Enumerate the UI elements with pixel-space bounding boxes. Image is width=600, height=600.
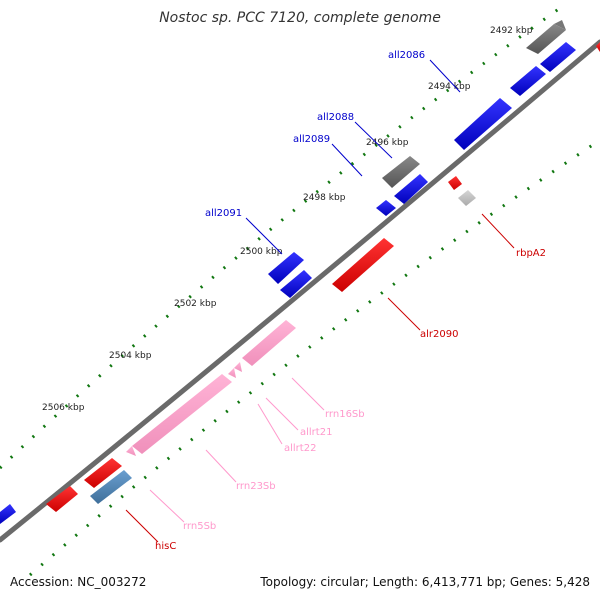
label-rrn16Sb[interactable]: rrn16Sb bbox=[325, 409, 365, 420]
callout-line-rrn16Sb bbox=[291, 377, 325, 411]
ruler-label-2498: 2498 kbp bbox=[303, 193, 346, 203]
label-allrt21[interactable]: allrt21 bbox=[300, 427, 332, 438]
callout-line-rrn5Sb bbox=[149, 489, 185, 523]
callout-line-allrt21 bbox=[265, 397, 299, 431]
feature-hisC[interactable] bbox=[46, 458, 122, 512]
ruler-label-2500: 2500 kbp bbox=[240, 247, 283, 257]
genome-summary-text: Topology: circular; Length: 6,413,771 bp… bbox=[259, 575, 590, 589]
label-all2088[interactable]: all2088 bbox=[317, 112, 354, 123]
feature-all2089[interactable] bbox=[376, 174, 428, 216]
label-allrt22[interactable]: allrt22 bbox=[284, 443, 316, 454]
feature-allrt22[interactable] bbox=[228, 368, 236, 378]
genome-backbone bbox=[0, 39, 600, 543]
tick-arc-inner bbox=[29, 138, 600, 577]
ruler-label-2502: 2502 kbp bbox=[174, 299, 217, 309]
feature-blue-left[interactable] bbox=[0, 504, 16, 524]
callout-line-all2088 bbox=[354, 121, 393, 159]
feature-rrn16Sb[interactable] bbox=[242, 320, 296, 366]
ruler-label-2496: 2496 kbp bbox=[366, 138, 409, 148]
callout-line-alr2090 bbox=[387, 297, 421, 331]
feature-rrn5Sb[interactable] bbox=[90, 470, 132, 504]
label-rrn23Sb[interactable]: rrn23Sb bbox=[236, 481, 276, 492]
label-rrn5Sb[interactable]: rrn5Sb bbox=[183, 521, 216, 532]
ruler-label-2492: 2492 kbp bbox=[490, 26, 533, 36]
feature-all2088[interactable] bbox=[382, 156, 420, 188]
map-title: Nostoc sp. PCC 7120, complete genome bbox=[159, 10, 441, 26]
label-all2089[interactable]: all2089 bbox=[293, 134, 330, 145]
ruler-label-2506: 2506 kbp bbox=[42, 403, 85, 413]
callout-line-allrt22 bbox=[257, 403, 283, 445]
feature-rbpA2[interactable] bbox=[448, 42, 600, 206]
label-all2091[interactable]: all2091 bbox=[205, 208, 242, 219]
callout-line-all2086 bbox=[429, 59, 461, 93]
feature-all2091[interactable] bbox=[268, 252, 312, 298]
label-rbpA2[interactable]: rbpA2 bbox=[516, 248, 546, 259]
feature-all2086[interactable] bbox=[454, 42, 576, 150]
callout-line-all2091 bbox=[245, 217, 283, 255]
feature-rrn23Sb[interactable] bbox=[126, 374, 232, 456]
tick-arc-outer bbox=[0, 6, 561, 470]
callout-line-rbpA2 bbox=[481, 213, 515, 249]
label-alr2090[interactable]: alr2090 bbox=[420, 329, 458, 340]
ruler-label-2494: 2494 kbp bbox=[428, 82, 471, 92]
callout-line-hisC bbox=[125, 509, 159, 543]
callout-line-rrn23Sb bbox=[205, 449, 237, 483]
feature-gray-top[interactable] bbox=[526, 20, 566, 54]
feature-allrt21[interactable] bbox=[234, 362, 242, 372]
ruler-label-2504: 2504 kbp bbox=[109, 351, 152, 361]
feature-alr2090[interactable] bbox=[332, 238, 394, 292]
callout-line-all2089 bbox=[331, 143, 363, 177]
label-all2086[interactable]: all2086 bbox=[388, 50, 425, 61]
accession-text: Accession: NC_003272 bbox=[10, 575, 146, 589]
label-hisC[interactable]: hisC bbox=[155, 541, 176, 552]
